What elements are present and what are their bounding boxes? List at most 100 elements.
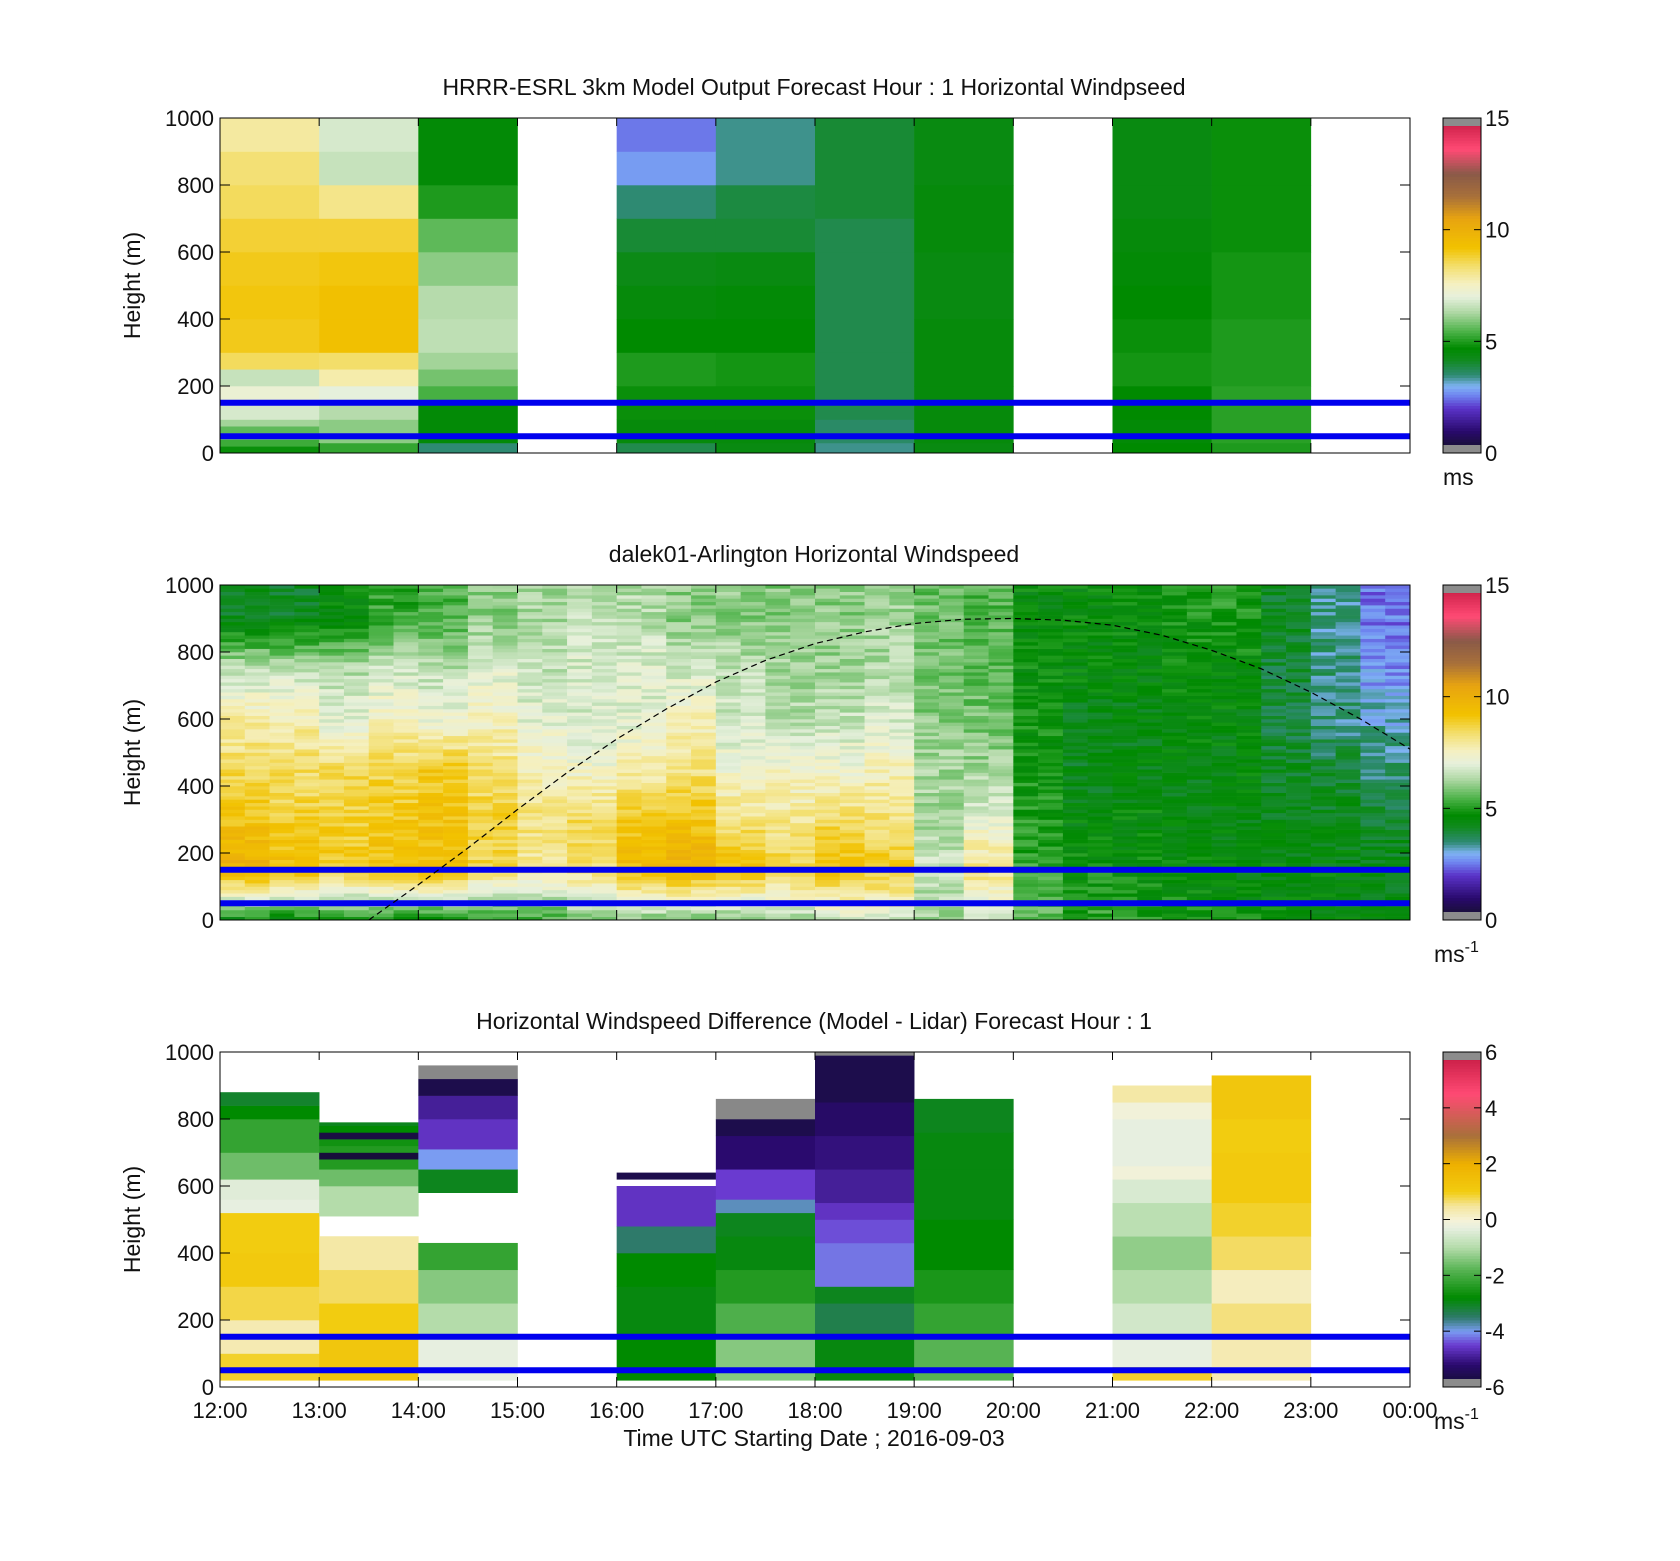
heatmap-cell	[393, 916, 419, 921]
heatmap-cell	[244, 846, 270, 850]
heatmap-cell	[1186, 739, 1212, 743]
heatmap-cell	[1211, 749, 1237, 753]
heatmap-cell	[220, 893, 246, 897]
heatmap-cell	[616, 816, 642, 820]
heatmap-cell	[1236, 786, 1262, 790]
heatmap-cell	[1186, 913, 1212, 917]
heatmap-cell	[988, 883, 1014, 887]
heatmap-cell	[1013, 796, 1039, 800]
heatmap-cell	[839, 886, 865, 891]
heatmap-cell	[1062, 829, 1089, 834]
heatmap-cell	[269, 715, 295, 720]
heatmap-cell	[864, 641, 890, 646]
heatmap-cell	[517, 702, 543, 706]
heatmap-cell	[343, 742, 370, 747]
heatmap-cell	[1186, 796, 1212, 800]
heatmap-cell	[542, 799, 568, 804]
heatmap-cell	[294, 605, 320, 609]
heatmap-cell	[418, 702, 444, 706]
heatmap-cell	[1360, 822, 1386, 827]
heatmap-cell	[319, 585, 345, 589]
heatmap-cell	[790, 641, 816, 646]
colorbar-segment	[1443, 232, 1481, 236]
colorbar-segment	[1443, 260, 1481, 264]
heatmap-cell	[244, 628, 270, 633]
heatmap-cell	[1186, 702, 1212, 706]
heatmap-cell	[691, 755, 717, 760]
heatmap-cell	[368, 621, 394, 626]
heatmap-cell	[1211, 668, 1237, 673]
heatmap-cell	[368, 605, 394, 609]
heatmap-cell	[889, 779, 915, 783]
heatmap-cell	[319, 692, 345, 696]
heatmap-cell	[1162, 826, 1188, 830]
heatmap-cell	[1112, 628, 1138, 633]
heatmap-cell	[244, 812, 270, 817]
heatmap-cell	[938, 842, 965, 847]
heatmap-cell	[319, 621, 345, 626]
heatmap-cell	[244, 588, 270, 592]
heatmap-cell	[1137, 688, 1163, 693]
heatmap-cell	[1360, 755, 1386, 760]
heatmap-cell	[343, 822, 370, 827]
heatmap-cell	[220, 752, 246, 757]
heatmap-cell	[1310, 628, 1336, 633]
heatmap-cell	[1137, 658, 1163, 663]
heatmap-cell	[1360, 658, 1386, 663]
heatmap-cell	[244, 688, 270, 693]
heatmap-cell	[740, 786, 766, 790]
heatmap-cell	[1261, 705, 1287, 710]
heatmap-cell	[343, 876, 370, 881]
heatmap-cell	[864, 916, 890, 921]
heatmap-cell	[1062, 732, 1089, 737]
heatmap-cell	[691, 846, 717, 850]
heatmap-cell	[368, 822, 394, 827]
heatmap-cell	[319, 641, 345, 646]
heatmap-cell	[1236, 879, 1262, 884]
heatmap-cell	[889, 735, 915, 740]
heatmap-cell	[467, 883, 494, 887]
heatmap-cell	[691, 631, 717, 636]
heatmap-cell	[443, 859, 469, 864]
heatmap-cell	[641, 765, 667, 770]
heatmap-cell	[220, 695, 246, 700]
heatmap-cell	[1335, 635, 1361, 639]
heatmap-cell	[691, 598, 717, 603]
heatmap-cell	[418, 752, 444, 757]
heatmap-cell	[963, 601, 989, 606]
heatmap-cell	[1236, 853, 1262, 857]
heatmap-cell	[691, 889, 717, 894]
heatmap-cell	[443, 829, 469, 834]
heatmap-cell	[839, 682, 865, 686]
heatmap-cell	[616, 839, 642, 844]
heatmap-cell	[1211, 809, 1237, 814]
heatmap-cell	[368, 672, 394, 676]
heatmap-cell	[1087, 759, 1113, 763]
heatmap-cell	[1186, 849, 1212, 854]
heatmap-cell	[914, 658, 940, 663]
heatmap-cell	[1038, 822, 1064, 827]
heatmap-cell	[1013, 822, 1039, 827]
heatmap-cell	[715, 601, 741, 606]
heatmap-cell	[1162, 853, 1188, 857]
heatmap-cell	[269, 732, 295, 737]
heatmap-cell	[666, 909, 692, 914]
heatmap-cell	[1062, 826, 1089, 830]
heatmap-cell	[443, 715, 469, 720]
heatmap-cell	[815, 863, 841, 867]
heatmap-cell	[1186, 652, 1212, 656]
heatmap-cell	[1236, 625, 1262, 629]
heatmap-cell	[938, 675, 965, 680]
heatmap-cell	[616, 319, 717, 353]
heatmap-cell	[418, 386, 518, 404]
heatmap-cell	[269, 782, 295, 787]
heatmap-cell	[1335, 662, 1361, 666]
heatmap-cell	[988, 662, 1014, 666]
heatmap-cell	[1310, 641, 1336, 646]
heatmap-cell	[1186, 832, 1212, 837]
heatmap-cell	[1186, 889, 1212, 894]
heatmap-cell	[467, 685, 494, 690]
heatmap-cell	[765, 832, 791, 837]
heatmap-cell	[765, 755, 791, 760]
heatmap-cell	[616, 631, 642, 636]
